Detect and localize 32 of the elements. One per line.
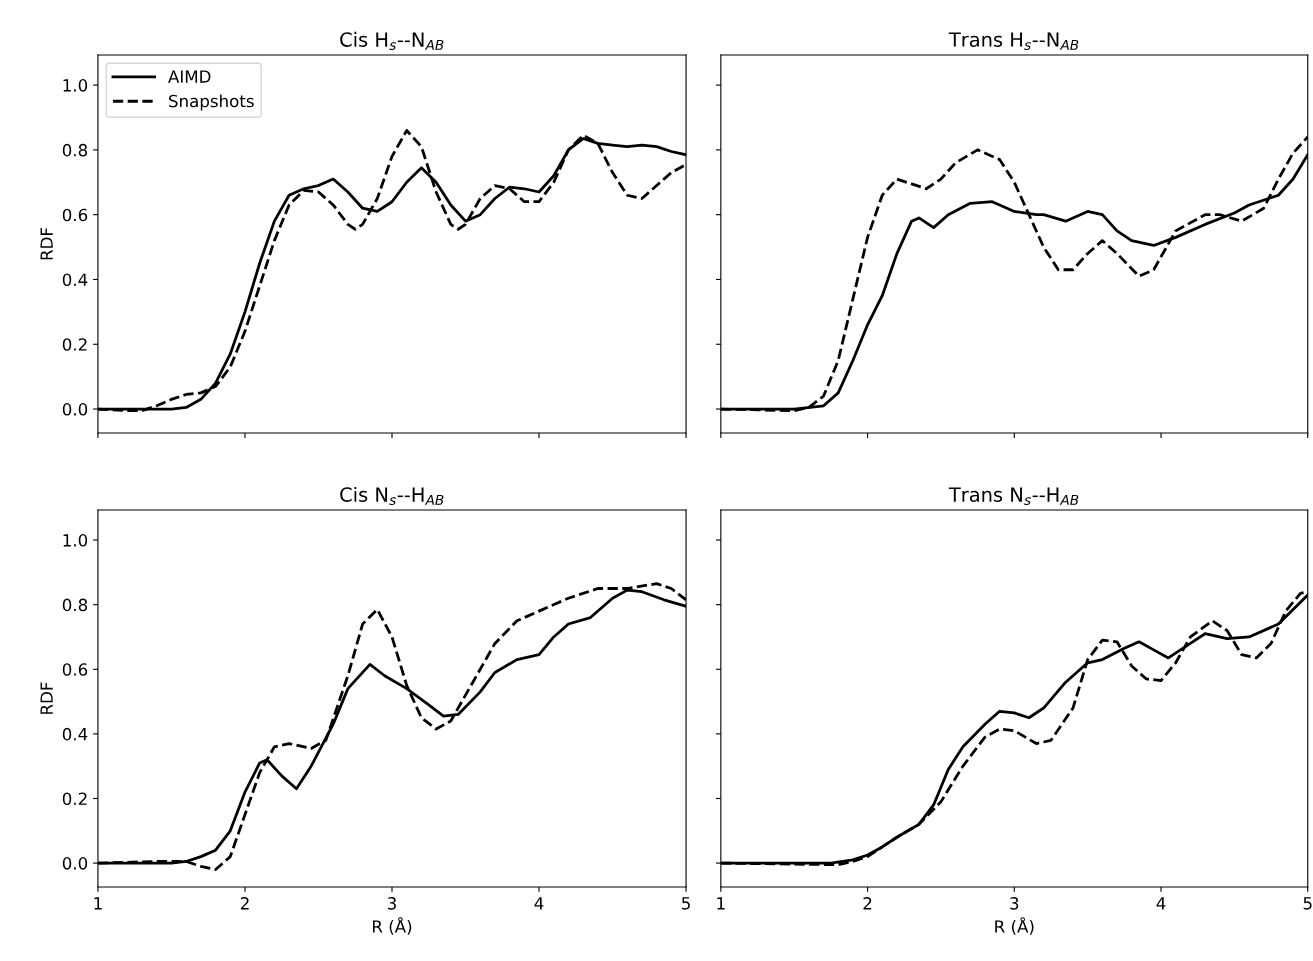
- y-tick-label: 0.6: [62, 208, 88, 222]
- chart-title: Trans N$_{s}$--H$_{AB}$: [948, 487, 1079, 506]
- chart-title: Cis N$_{s}$--H$_{AB}$: [340, 486, 444, 506]
- y-tick-label: 0.0: [62, 403, 88, 416]
- y-tick-label: 0.2: [62, 792, 87, 806]
- x-tick-label: 5: [682, 897, 690, 910]
- x-tick-label: 3: [1010, 897, 1019, 910]
- x-axis-title: R (Å): [372, 917, 412, 935]
- y-axis-title: RDF: [40, 682, 53, 714]
- chart-title: Cis H$_{s}$--N$_{AB}$: [340, 31, 444, 51]
- x-tick-label: 1: [717, 897, 725, 910]
- x-tick-label: 1: [94, 897, 102, 910]
- y-axis-title: RDF: [40, 227, 53, 260]
- y-tick-label: 0.8: [62, 598, 88, 612]
- x-tick-label: 3: [387, 897, 396, 910]
- y-tick-label: 0.0: [62, 857, 88, 870]
- x-tick-label: 5: [1303, 897, 1312, 910]
- legend-label: Snapshots: [169, 94, 254, 111]
- x-tick-label: 2: [240, 897, 249, 910]
- chart-title: Trans H$_{s}$--N$_{AB}$: [948, 32, 1079, 50]
- legend-label: AIMD: [168, 70, 211, 83]
- y-tick-label: 0.2: [62, 338, 87, 351]
- y-tick-label: 1.0: [63, 79, 88, 92]
- x-tick-label: 2: [863, 897, 872, 910]
- y-tick-label: 0.8: [62, 143, 88, 157]
- y-tick-label: 0.6: [62, 663, 88, 676]
- x-tick-label: 4: [534, 897, 544, 910]
- y-tick-label: 0.4: [62, 273, 88, 287]
- y-tick-label: 0.4: [62, 727, 88, 741]
- x-axis-title: R (Å): [995, 917, 1034, 935]
- y-tick-label: 1.0: [63, 534, 88, 547]
- x-tick-label: 4: [1156, 897, 1166, 910]
